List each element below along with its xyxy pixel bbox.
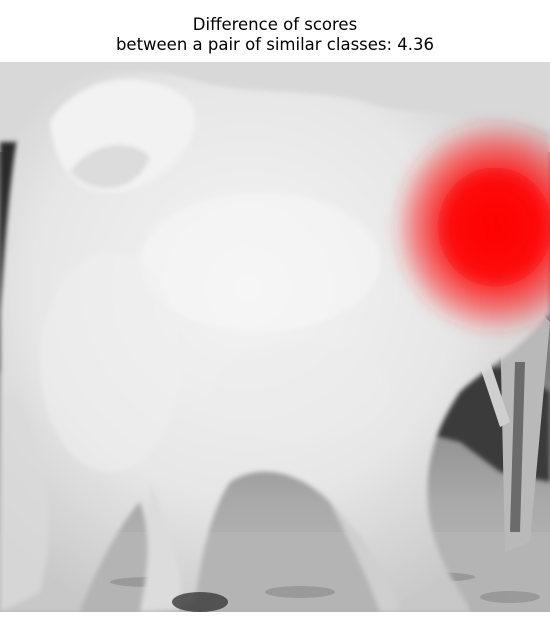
- dog-photo: [0, 62, 550, 612]
- title-line-1: Difference of scores: [192, 15, 358, 34]
- figure-title: Difference of scores between a pair of s…: [0, 15, 550, 55]
- dog-paw: [172, 592, 228, 612]
- title-line-2: between a pair of similar classes: 4.36: [115, 35, 435, 54]
- saliency-figure: [0, 62, 550, 612]
- saliency-heatmap: [390, 117, 550, 337]
